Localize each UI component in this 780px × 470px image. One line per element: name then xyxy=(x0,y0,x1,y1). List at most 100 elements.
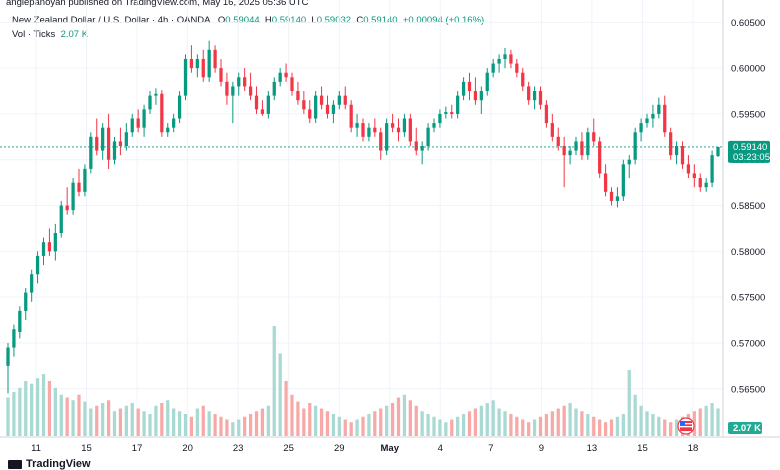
time-tick-label: 15 xyxy=(637,443,648,454)
volume-bar xyxy=(136,408,140,436)
candle-body xyxy=(260,109,265,114)
volume-bar xyxy=(272,326,276,436)
volume-bar xyxy=(172,408,176,436)
candle-body xyxy=(284,72,288,78)
candle-body xyxy=(467,81,472,92)
us-flag-icon[interactable] xyxy=(677,417,695,435)
time-axis[interactable]: 11 15 17 20 23 25 29 May 4 7 9 13 15 18 xyxy=(31,443,698,454)
volume-bar xyxy=(538,416,543,436)
volume-bar xyxy=(509,414,513,436)
volume-bar xyxy=(231,422,235,436)
volume-bar xyxy=(12,392,16,436)
candle-body xyxy=(674,146,679,156)
volume-bar xyxy=(260,408,265,436)
volume-bar xyxy=(515,416,519,436)
volume-bar xyxy=(35,378,40,436)
volume-bar xyxy=(201,405,205,436)
volume-bar xyxy=(390,403,395,436)
candle-body xyxy=(65,205,69,211)
candle-body xyxy=(71,182,75,211)
volume-tag-value: 2.07 K xyxy=(733,423,761,434)
candle-body xyxy=(41,242,46,256)
time-tick-label: 9 xyxy=(539,443,544,454)
candle-body xyxy=(556,136,560,146)
candle-body xyxy=(101,127,105,151)
volume-bar xyxy=(651,414,655,436)
volume-bar xyxy=(77,394,81,436)
candle-body xyxy=(325,104,330,114)
volume-bar xyxy=(461,414,466,436)
ohlc-open-value: 0.59044 xyxy=(225,15,260,26)
candle-body xyxy=(254,95,259,110)
volume-bar xyxy=(562,405,566,436)
candle-body xyxy=(130,118,134,133)
candle-body xyxy=(586,132,590,156)
candle-body xyxy=(24,292,28,311)
candle-body xyxy=(248,86,253,96)
tradingview-logo-icon xyxy=(8,459,22,469)
volume-bars xyxy=(6,326,720,436)
candle-body xyxy=(319,95,324,105)
ohlc-low-label: L xyxy=(311,15,317,26)
volume-bar xyxy=(580,411,584,436)
price-axis[interactable]: 0.605000.600000.595000.590000.585000.580… xyxy=(731,18,765,395)
candle-body xyxy=(479,91,483,101)
candle-body xyxy=(716,146,720,157)
volume-bar xyxy=(497,408,501,436)
volume-bar xyxy=(183,414,188,436)
candle-body xyxy=(509,54,513,64)
price-tick-label: 0.56500 xyxy=(731,384,765,395)
candle-body xyxy=(231,86,235,96)
candle-body xyxy=(154,93,158,96)
volume-bar xyxy=(521,419,525,436)
candle-body xyxy=(272,81,276,96)
price-tag: 0.59140 03:23:05 xyxy=(728,140,770,163)
price-tag-value: 0.59140 xyxy=(733,142,767,153)
time-tick-label: 17 xyxy=(132,443,143,454)
candle-body xyxy=(12,329,16,348)
candle-body xyxy=(112,141,117,160)
volume-bar xyxy=(367,414,371,436)
candle-body xyxy=(633,132,637,160)
volume-bar xyxy=(177,411,182,436)
volume-bar xyxy=(118,408,123,436)
candle-body xyxy=(438,113,442,124)
candle-body xyxy=(444,112,448,114)
volume-bar xyxy=(657,416,661,436)
candle-body xyxy=(615,196,620,201)
symbol-name[interactable]: New Zealand Dollar / U.S. Dollar · 4h · … xyxy=(12,15,210,26)
candle-body xyxy=(337,95,341,105)
volume-bar xyxy=(124,405,128,436)
candle-body xyxy=(450,112,454,114)
candle-body xyxy=(408,118,412,142)
candle-body xyxy=(95,136,99,151)
volume-bar xyxy=(207,411,211,436)
volume-bar xyxy=(266,405,270,436)
volume-bar xyxy=(343,419,347,436)
volume-bar xyxy=(160,403,164,436)
candle-body xyxy=(106,127,111,160)
candle-body xyxy=(686,164,691,174)
time-tick-label: 4 xyxy=(438,443,443,454)
candle-body xyxy=(538,91,543,105)
ohlc-high-label: H xyxy=(264,15,272,26)
volume-bar xyxy=(444,422,448,436)
volume-bar xyxy=(213,414,217,436)
candle-body xyxy=(550,123,554,137)
candlesticks xyxy=(6,40,720,394)
volume-bar xyxy=(456,416,460,436)
candle-body xyxy=(225,81,229,96)
volume-bar xyxy=(237,419,241,436)
volume-bar xyxy=(485,403,489,436)
candle-body xyxy=(195,58,199,69)
candle-body xyxy=(343,95,347,105)
candle-body xyxy=(177,95,182,119)
volume-bar xyxy=(467,411,472,436)
tradingview-logo[interactable]: TradingView xyxy=(8,458,91,470)
volume-bar xyxy=(314,405,318,436)
volume-label[interactable]: Vol · Ticks xyxy=(12,29,56,40)
candle-body xyxy=(30,274,34,293)
volume-bar xyxy=(669,422,673,436)
time-tick-label: May xyxy=(381,443,400,454)
